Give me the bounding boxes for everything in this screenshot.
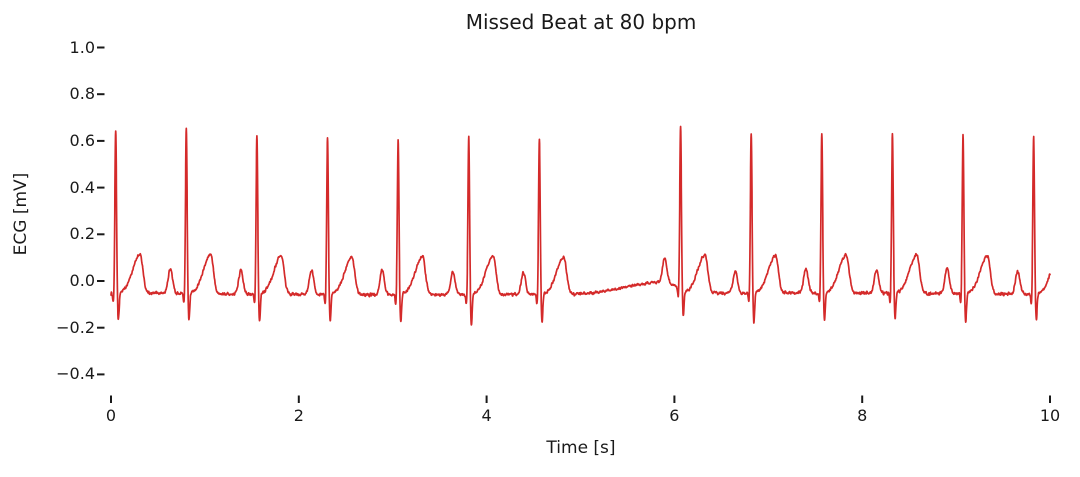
y-tick-label: 0.6 — [69, 130, 95, 150]
x-axis-label: Time [s] — [546, 438, 616, 458]
y-tick-label: 1.0 — [69, 37, 95, 57]
y-tick-label: 0.4 — [69, 177, 95, 197]
y-tick-label: 0.8 — [69, 84, 95, 104]
x-tick-label: 8 — [857, 406, 868, 425]
y-tick-label: 0.2 — [69, 224, 95, 244]
chart-title: Missed Beat at 80 bpm — [465, 10, 697, 34]
axis-tick-marks — [97, 46, 1051, 403]
x-tick-label: 0 — [105, 406, 117, 425]
y-tick-label: 0.0 — [69, 271, 95, 290]
x-tick-label: 2 — [293, 406, 304, 425]
x-tick-label: 4 — [481, 406, 492, 425]
x-tick-label: 10 — [1039, 406, 1061, 425]
x-tick-label: 6 — [669, 406, 680, 425]
y-tick-label: −0.4 — [56, 364, 95, 384]
y-tick-label: −0.2 — [56, 317, 95, 337]
ecg-trace — [110, 125, 1051, 326]
